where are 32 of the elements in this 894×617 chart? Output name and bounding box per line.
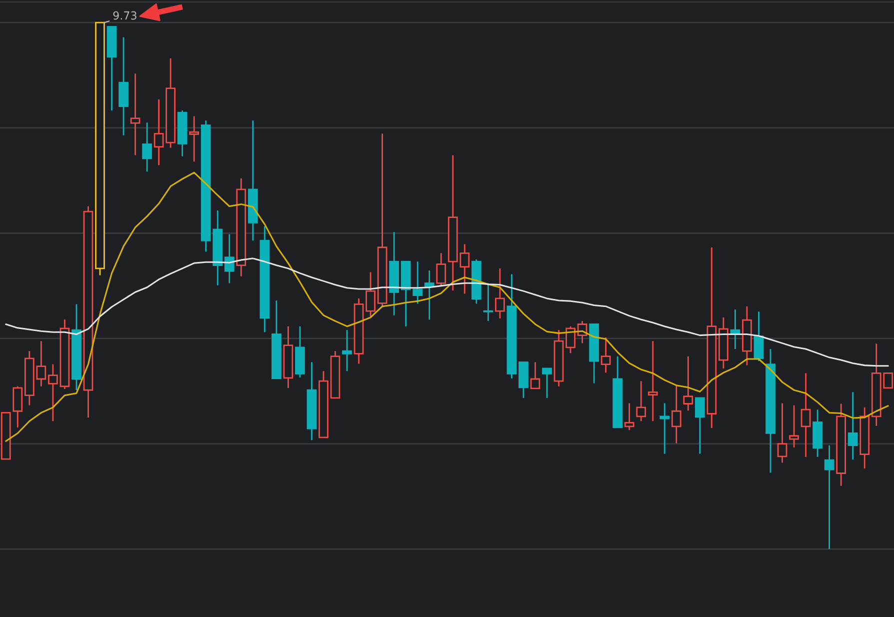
text: 9.73 [113,11,136,20]
candlestick [436,252,446,286]
candlestick [495,268,505,320]
candlestick [424,270,434,320]
candlestick [660,402,670,454]
candlestick [754,310,764,362]
candlestick [224,234,234,284]
candlestick [142,122,152,172]
candlestick [542,368,552,399]
candlestick [789,404,799,448]
candlestick [624,402,634,431]
candlestick [483,282,494,322]
candlestick [848,391,858,460]
candlestick [154,98,164,166]
candlestick [48,364,58,422]
candlestick [800,372,811,458]
candlestick [683,356,694,412]
candlestick [636,380,646,422]
candlestick [118,36,128,136]
candlestick [130,72,140,156]
candlestick [342,329,352,372]
candlestick [366,271,376,318]
candlestick [566,326,576,354]
candlestick [12,386,23,428]
candlestick [648,340,658,422]
candlestick [777,402,788,464]
candlestick [671,384,682,444]
candlestick [824,444,834,550]
candlestick [694,397,705,454]
candlestick [530,361,540,390]
candlestick [189,116,200,162]
candlestick [600,336,611,374]
